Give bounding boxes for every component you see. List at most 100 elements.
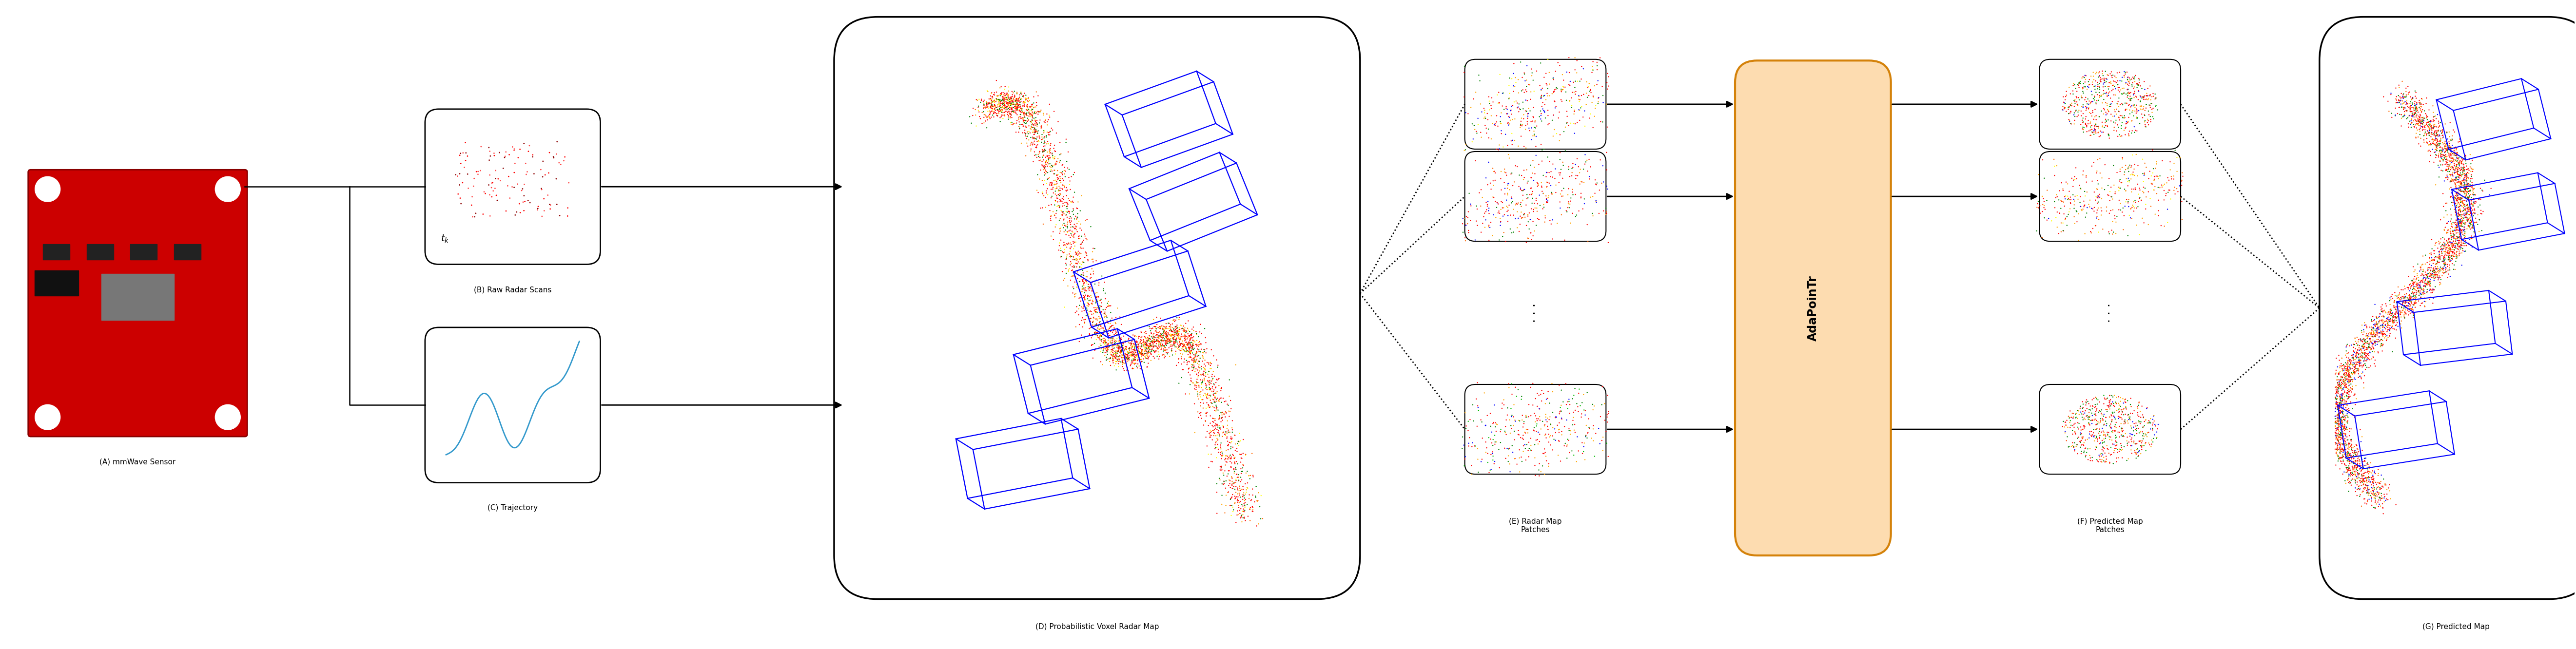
Point xyxy=(2437,221,2478,232)
Point xyxy=(2329,372,2370,382)
Point xyxy=(2053,440,2094,450)
Point xyxy=(2409,276,2450,286)
Point xyxy=(1018,132,1059,142)
Point xyxy=(2370,326,2411,336)
Point xyxy=(1502,213,1543,223)
Point xyxy=(2447,186,2488,197)
Point xyxy=(2424,256,2465,266)
Point xyxy=(1208,374,1249,385)
Point xyxy=(1110,337,1151,348)
Point xyxy=(2445,196,2486,206)
Point xyxy=(1564,112,1605,122)
Point xyxy=(1494,214,1535,224)
Point xyxy=(2074,445,2115,455)
Point xyxy=(1118,352,1159,362)
Point xyxy=(2120,80,2161,91)
Point xyxy=(2445,174,2486,184)
Point xyxy=(981,95,1023,106)
Point xyxy=(2427,262,2468,272)
Point xyxy=(2427,157,2468,167)
Point xyxy=(2439,210,2481,220)
Point xyxy=(1476,426,1517,436)
Point xyxy=(2354,484,2396,495)
Point xyxy=(1095,339,1136,349)
Point xyxy=(2347,478,2388,488)
Point xyxy=(2411,256,2452,266)
Point xyxy=(2442,243,2483,253)
Point xyxy=(2324,437,2365,447)
Point xyxy=(2079,92,2120,103)
Point xyxy=(1123,327,1164,337)
Point xyxy=(2370,323,2411,334)
Point xyxy=(2130,80,2172,91)
Point xyxy=(2326,447,2367,458)
Point xyxy=(2367,317,2409,327)
Point xyxy=(2378,309,2419,319)
Point xyxy=(1553,162,1595,173)
Point xyxy=(2324,424,2365,435)
Point xyxy=(2071,96,2112,106)
Point xyxy=(2439,248,2481,258)
Point xyxy=(2331,474,2372,484)
Point xyxy=(1172,376,1213,386)
Point xyxy=(1126,347,1167,357)
Point xyxy=(974,108,1015,119)
Point xyxy=(2136,159,2177,169)
Point xyxy=(2424,237,2465,247)
Point xyxy=(2125,204,2166,214)
Point xyxy=(2331,462,2372,472)
Point xyxy=(2424,198,2465,208)
Point xyxy=(1548,199,1589,209)
Point xyxy=(1136,327,1177,337)
Point xyxy=(989,109,1030,119)
Point xyxy=(1113,354,1154,365)
Point xyxy=(1499,197,1540,208)
Point xyxy=(2334,441,2375,452)
Point xyxy=(2316,438,2357,448)
Point xyxy=(2437,169,2478,179)
Point xyxy=(2321,407,2362,417)
Point xyxy=(1221,485,1262,496)
Point xyxy=(2056,98,2097,108)
Point xyxy=(2414,121,2455,132)
Point xyxy=(2362,502,2403,513)
Point xyxy=(2053,425,2094,435)
Point xyxy=(2045,426,2087,437)
Point xyxy=(1553,450,1595,460)
Point xyxy=(2419,130,2460,140)
Point xyxy=(2329,374,2370,385)
Point xyxy=(2066,208,2107,218)
Point xyxy=(1121,342,1162,352)
Point xyxy=(1092,341,1133,351)
Point xyxy=(963,99,1005,110)
Point xyxy=(2419,116,2460,127)
Point xyxy=(1069,291,1110,301)
Point xyxy=(2403,276,2445,287)
Point xyxy=(2445,217,2486,228)
Point xyxy=(1510,173,1551,183)
Point xyxy=(1180,353,1221,363)
Point xyxy=(1561,192,1602,202)
Point xyxy=(979,112,1020,123)
Point xyxy=(1195,423,1236,434)
Point xyxy=(505,169,546,180)
Point xyxy=(2318,454,2360,464)
Point xyxy=(1453,134,1494,144)
Point xyxy=(2414,282,2455,292)
Point xyxy=(1079,324,1121,335)
Point xyxy=(1154,316,1195,326)
Point xyxy=(1200,499,1242,509)
Point xyxy=(984,107,1025,117)
Point xyxy=(1175,382,1216,393)
Point xyxy=(2321,413,2362,423)
Point xyxy=(2089,397,2130,408)
Point xyxy=(2120,192,2161,202)
Point xyxy=(2102,89,2143,99)
Point xyxy=(2084,160,2125,170)
Point xyxy=(1100,339,1141,350)
Point xyxy=(2437,192,2478,202)
Point xyxy=(1015,127,1056,138)
Point xyxy=(2334,445,2375,456)
Point xyxy=(1126,338,1167,349)
Point xyxy=(2432,239,2473,249)
